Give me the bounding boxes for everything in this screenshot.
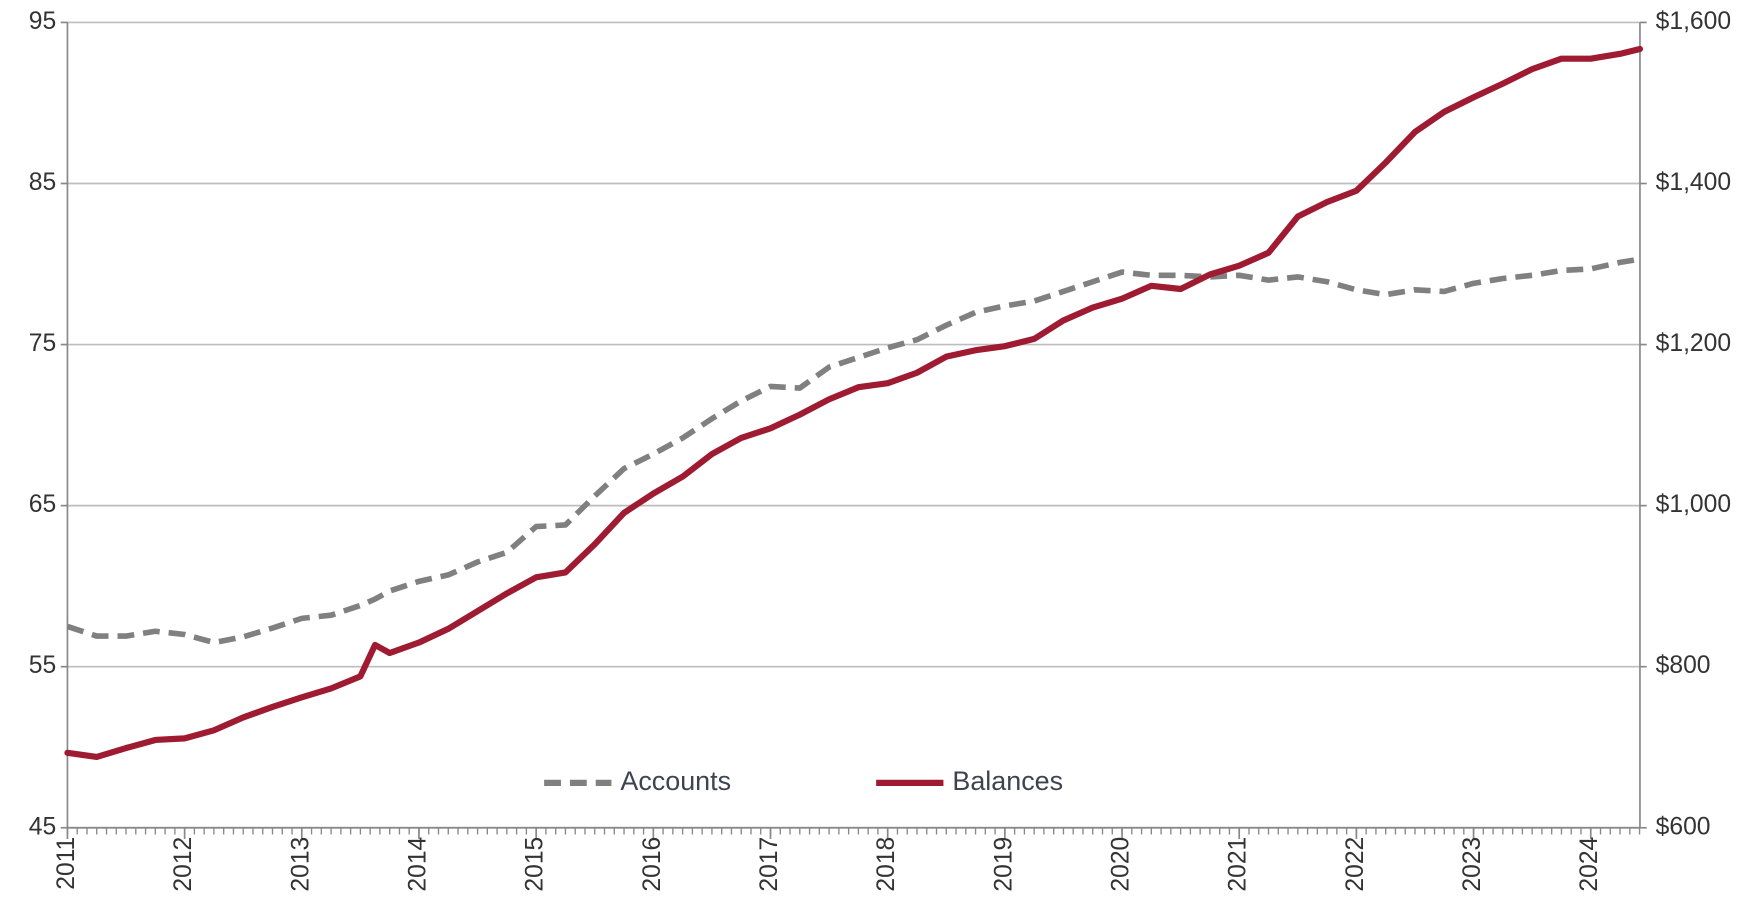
- y-tick-label: 95: [29, 8, 56, 35]
- x-tick-label: 2023: [1459, 837, 1486, 892]
- x-tick-label: 2018: [873, 837, 900, 892]
- x-tick-label: 2014: [404, 837, 431, 892]
- y2-tick-label: $1,000: [1656, 491, 1731, 518]
- y2-tick-label: $800: [1656, 652, 1711, 679]
- x-tick-label: 2022: [1342, 837, 1369, 892]
- series-line: [64, 45, 1644, 760]
- y-tick-label: 45: [29, 813, 56, 840]
- y2-tick-label: $1,400: [1656, 169, 1731, 196]
- y2-tick-label: $1,600: [1656, 8, 1731, 35]
- legend-label: Balances: [952, 766, 1063, 796]
- x-tick-label: 2024: [1576, 837, 1603, 892]
- series-line: [66, 256, 1641, 646]
- y-tick-label: 65: [29, 491, 56, 518]
- y2-tick-label: $600: [1656, 813, 1711, 840]
- x-tick-label: 2020: [1108, 837, 1135, 892]
- y2-tick-label: $1,200: [1656, 330, 1731, 357]
- x-tick-label: 2019: [990, 837, 1017, 892]
- x-tick-label: 2015: [522, 837, 549, 892]
- x-tick-label: 2011: [53, 837, 80, 890]
- x-tick-label: 2016: [639, 837, 666, 892]
- x-tick-label: 2021: [1225, 837, 1252, 892]
- x-tick-label: 2013: [287, 837, 314, 892]
- y-tick-label: 75: [29, 330, 56, 357]
- x-tick-label: 2017: [756, 837, 783, 892]
- legend-label: Accounts: [620, 766, 731, 796]
- x-tick-label: 2012: [170, 837, 197, 892]
- y-tick-label: 55: [29, 652, 56, 679]
- y-tick-label: 85: [29, 169, 56, 196]
